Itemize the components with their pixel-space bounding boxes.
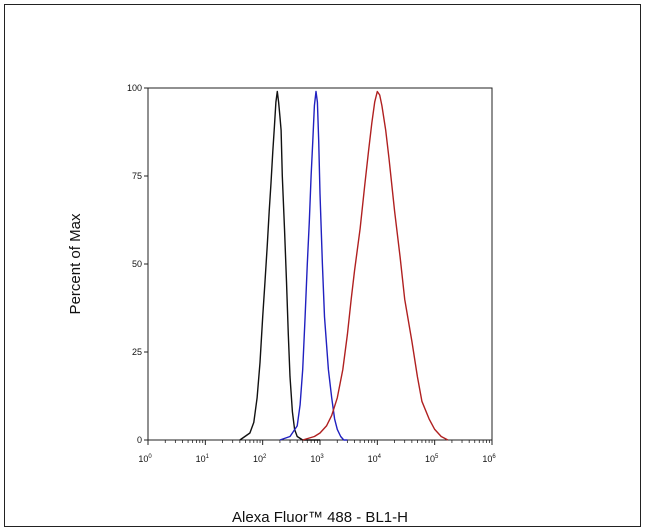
y-tick-label: 75	[132, 171, 142, 181]
y-tick-label: 50	[132, 259, 142, 269]
x-tick-label: 106	[482, 454, 496, 464]
x-tick-label: 100	[138, 454, 152, 464]
x-tick-label: 105	[425, 454, 439, 464]
x-tick-exponent: 5	[435, 454, 439, 460]
y-axis: 0 25 50 75 100	[127, 83, 148, 445]
x-tick-label: 101	[196, 454, 210, 464]
y-tick-label: 25	[132, 347, 142, 357]
series-line-3	[302, 90, 449, 441]
x-axis-title: Alexa Fluor™ 488 - BL1-H	[232, 509, 408, 526]
y-tick-label: 100	[127, 83, 142, 93]
x-tick-label: 104	[368, 454, 382, 464]
series-line-2	[279, 90, 348, 441]
x-axis: 100 101 102 103 104 105 106	[138, 440, 496, 464]
x-tick-exponent: 2	[263, 454, 267, 460]
x-tick-label: 103	[310, 454, 324, 464]
x-tick-exponent: 1	[206, 454, 210, 460]
plot-area	[147, 87, 493, 441]
x-tick-exponent: 3	[320, 454, 324, 460]
series-layer	[239, 90, 449, 441]
series-line-1	[239, 90, 320, 441]
x-tick-exponent: 0	[148, 454, 152, 460]
y-tick-label: 0	[137, 435, 142, 445]
x-tick-exponent: 6	[492, 454, 496, 460]
x-tick-label: 102	[253, 454, 267, 464]
y-axis-title: Percent of Max	[67, 213, 84, 314]
x-tick-exponent: 4	[378, 454, 382, 460]
